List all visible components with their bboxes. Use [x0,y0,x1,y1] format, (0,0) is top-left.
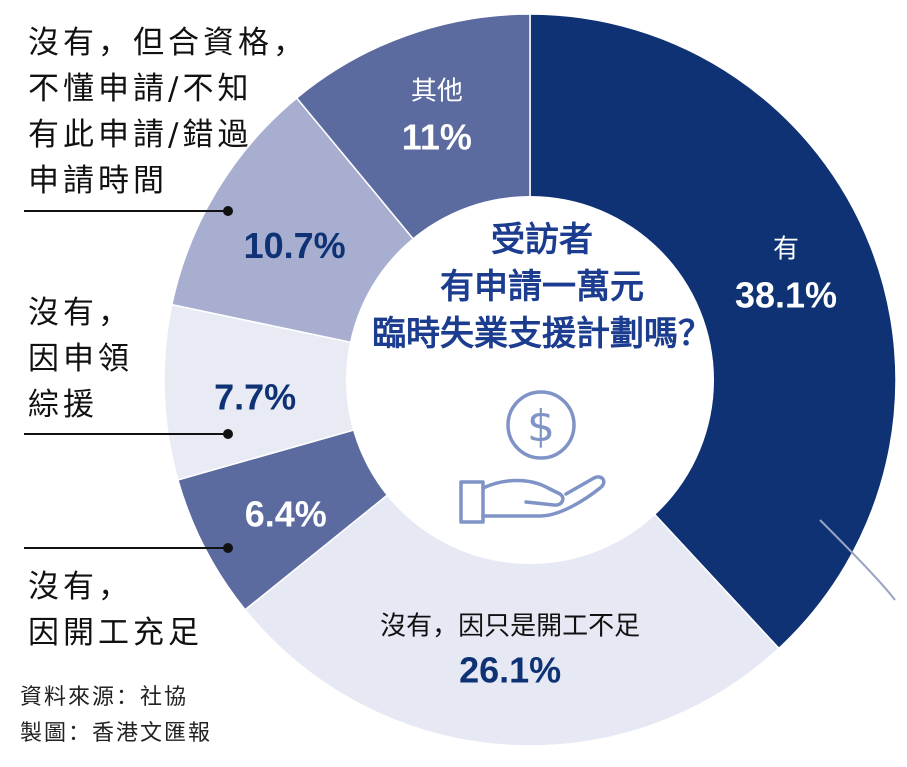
title-line-2: 有申請一萬元 [440,267,644,307]
title-line-1: 受訪者 [491,220,593,260]
coin-icon [506,390,576,460]
slice-value-3: 7.7% [214,377,296,418]
hand-cuff [459,480,485,524]
slice-label-0: 有 [773,235,799,265]
slice-label-5: 其他 [411,76,463,106]
slice-label-1: 沒有，因只是開工不足 [380,611,640,641]
label-not-qualified: 沒有，但合資格， 不懂申請/不知 有此申請/錯過 申請時間 [28,25,308,199]
label-enough-work: 沒有， 因開工充足 [28,569,203,651]
slice-value-1: 26.1% [459,649,561,690]
donut-hole [346,196,714,564]
label-cssa: 沒有， 因申領 綜援 [28,295,133,423]
decorative-outer-arc [819,519,896,601]
slice-value-4: 10.7% [244,225,346,266]
slice-value-0: 38.1% [735,275,837,316]
money-hand-icon: $ [459,390,606,524]
data-source: 資料來源：社協 [20,685,189,710]
title-line-3: 臨時失業支援計劃嗎？ [372,314,712,354]
center-title: 受訪者 有申請一萬元 臨時失業支援計劃嗎？ [372,220,712,354]
hand-icon [481,475,606,518]
slice-value-5: 11% [402,116,472,157]
made-by: 製圖：香港文匯報 [20,721,213,746]
slice-value-2: 6.4% [245,493,327,534]
slice-0 [529,13,897,650]
dollar-sign-icon: $ [527,401,555,452]
